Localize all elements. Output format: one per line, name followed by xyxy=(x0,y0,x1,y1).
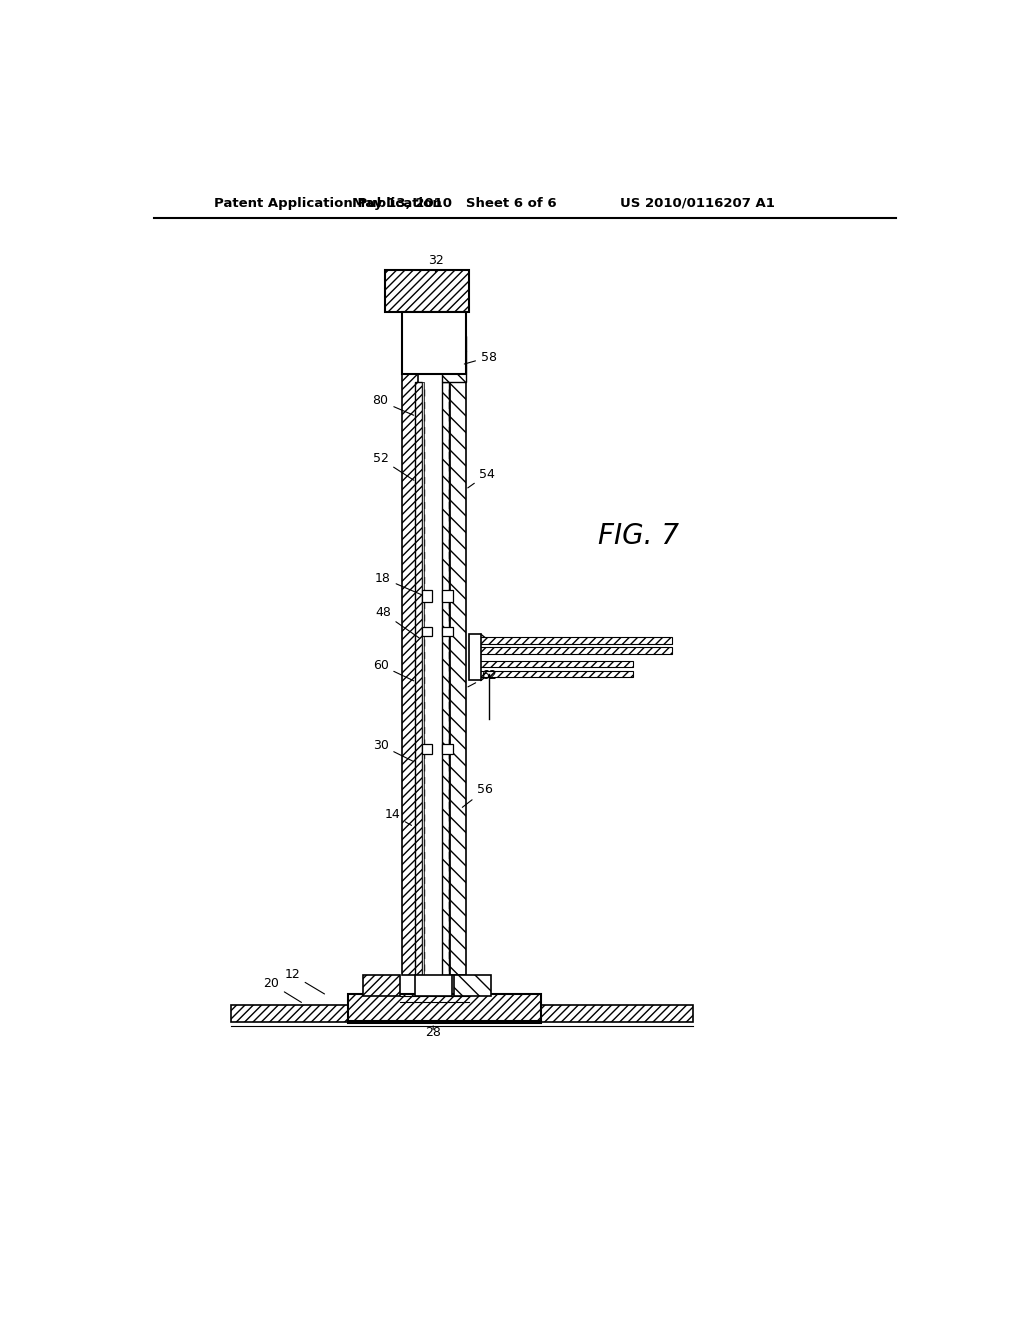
Bar xyxy=(402,374,418,974)
Bar xyxy=(385,271,469,313)
Text: FIG. 7: FIG. 7 xyxy=(598,521,679,549)
Bar xyxy=(422,590,432,602)
Bar xyxy=(416,381,422,974)
Bar xyxy=(479,638,672,644)
Text: 54: 54 xyxy=(468,467,496,488)
Bar xyxy=(422,743,432,755)
Bar xyxy=(442,590,454,602)
Text: 62: 62 xyxy=(468,669,497,686)
Bar xyxy=(479,661,634,668)
Bar xyxy=(442,627,454,636)
Bar xyxy=(364,974,400,997)
Text: May 13, 2010   Sheet 6 of 6: May 13, 2010 Sheet 6 of 6 xyxy=(351,197,556,210)
Bar xyxy=(402,313,466,374)
Bar xyxy=(442,381,449,974)
Bar xyxy=(479,647,672,653)
Text: 60: 60 xyxy=(373,659,414,681)
Text: US 2010/0116207 A1: US 2010/0116207 A1 xyxy=(620,197,774,210)
Bar xyxy=(442,743,454,755)
Text: 48: 48 xyxy=(375,606,420,638)
Bar xyxy=(454,974,490,997)
Bar xyxy=(435,335,442,351)
Text: 58: 58 xyxy=(464,351,497,364)
Text: 80: 80 xyxy=(373,395,414,416)
Bar xyxy=(442,335,466,381)
Text: 56: 56 xyxy=(462,783,493,808)
Text: 28: 28 xyxy=(425,1026,441,1039)
Bar xyxy=(451,374,466,974)
Text: 20: 20 xyxy=(263,977,301,1002)
Text: 18: 18 xyxy=(375,572,422,594)
Text: Patent Application Publication: Patent Application Publication xyxy=(214,197,441,210)
Bar xyxy=(416,974,453,997)
Text: 52: 52 xyxy=(373,453,414,480)
Text: 12: 12 xyxy=(285,968,325,994)
Text: 30: 30 xyxy=(373,739,414,762)
Bar xyxy=(479,671,634,677)
Bar xyxy=(422,381,424,974)
Bar xyxy=(230,1006,692,1022)
Bar xyxy=(348,994,541,1023)
Text: 14: 14 xyxy=(384,808,412,825)
Text: 32: 32 xyxy=(428,255,443,272)
Bar xyxy=(422,627,432,636)
Bar xyxy=(469,635,481,681)
